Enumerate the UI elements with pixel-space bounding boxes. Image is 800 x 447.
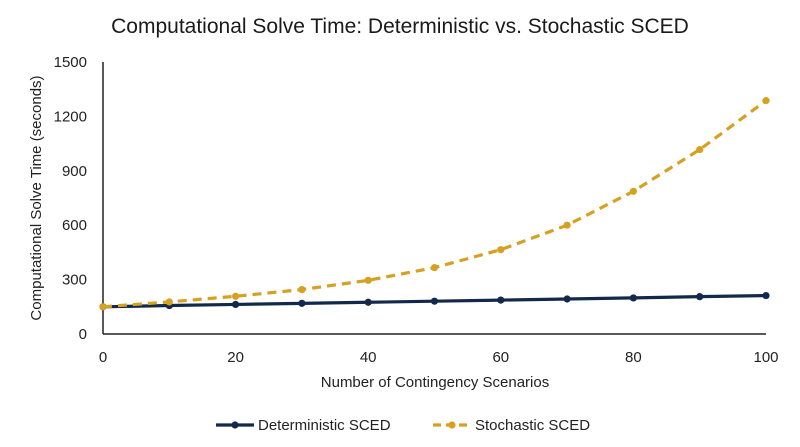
legend-label-deterministic-sced: Deterministic SCED: [258, 417, 391, 434]
series-line-stochastic-sced: [102, 99, 767, 309]
legend-marker-deterministic-sced: [231, 421, 239, 429]
y-tick-label: 1500: [54, 54, 87, 71]
data-point-deterministic-sced: [629, 294, 638, 302]
x-axis-label: Number of Contingency Scenarios: [321, 374, 549, 391]
y-tick-label: 0: [79, 326, 87, 343]
data-point-deterministic-sced: [563, 295, 571, 303]
data-point-stochastic-sced: [762, 97, 770, 105]
x-tick-label: 20: [227, 349, 244, 366]
y-tick-label: 900: [62, 163, 87, 180]
legend: Deterministic SCED Stochastic SCED: [216, 417, 590, 434]
data-point-stochastic-sced: [497, 246, 505, 254]
data-point-stochastic-sced: [99, 303, 107, 311]
legend-label-stochastic-sced: Stochastic SCED: [475, 417, 590, 434]
x-tick-label: 100: [753, 349, 778, 366]
data-point-stochastic-sced: [364, 276, 372, 284]
data-point-stochastic-sced: [165, 298, 173, 306]
data-point-deterministic-sced: [298, 299, 306, 307]
data-point-deterministic-sced: [497, 296, 505, 304]
y-tick-label: 600: [62, 217, 87, 234]
data-point-stochastic-sced: [298, 285, 306, 294]
x-tick-label: 60: [492, 349, 509, 366]
data-point-stochastic-sced: [232, 292, 240, 300]
data-point-stochastic-sced: [696, 145, 704, 154]
data-point-deterministic-sced: [762, 291, 770, 300]
y-tick-label: 1200: [54, 108, 87, 125]
y-axis-label: Computational Solve Time (seconds): [28, 75, 45, 320]
data-point-deterministic-sced: [364, 298, 372, 306]
data-point-deterministic-sced: [430, 297, 439, 305]
data-point-deterministic-sced: [696, 293, 704, 301]
plot-area: 0 300 600 900 1200 1500 0 20 40 60 80 100: [54, 54, 779, 366]
x-tick-label: 40: [360, 349, 377, 366]
x-tick-label: 80: [625, 349, 642, 366]
y-tick-label: 300: [62, 272, 87, 289]
data-point-stochastic-sced: [430, 264, 439, 272]
data-point-deterministic-sced: [232, 300, 240, 309]
data-point-stochastic-sced: [629, 187, 638, 195]
chart-title: Computational Solve Time: Deterministic …: [111, 15, 689, 38]
x-tick-label: 0: [99, 349, 107, 366]
legend-marker-stochastic-sced: [448, 421, 456, 429]
data-point-stochastic-sced: [563, 221, 571, 229]
